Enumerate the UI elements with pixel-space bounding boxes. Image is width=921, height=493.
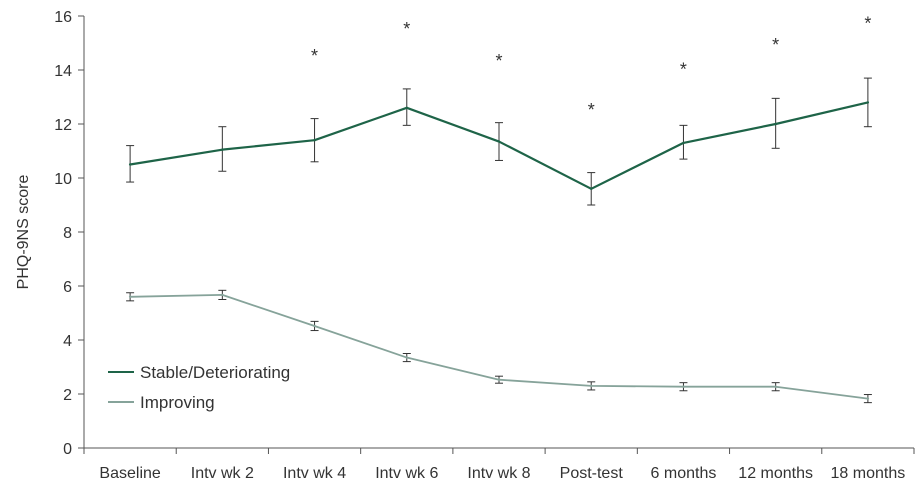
x-axis-ticks: Baseline Intv wk 2 Intv wk 4 Intv wk 6 Intv … (83, 448, 915, 482)
data-point (866, 397, 870, 400)
data-point (590, 384, 593, 388)
significance-asterisk: * (680, 59, 687, 79)
significance-asterisk: * (864, 13, 871, 33)
data-point (313, 324, 316, 328)
y-axis-title: PHQ-9NS score (15, 175, 32, 290)
y-tick-label: 12 (54, 117, 72, 134)
x-tick-label: 18 months (831, 465, 906, 482)
data-point (682, 385, 685, 388)
legend-label: Improving (140, 393, 215, 412)
y-axis-ticks: 0 2 4 6 8 10 12 14 16 (54, 9, 84, 458)
data-point (774, 122, 777, 126)
significance-asterisk: * (311, 46, 318, 66)
y-tick-label: 4 (63, 333, 72, 350)
data-point (313, 139, 316, 142)
legend-label: Stable/Deteriorating (140, 363, 290, 382)
data-point (497, 140, 501, 143)
data-point (497, 378, 501, 381)
data-point (774, 385, 777, 388)
legend-item: Stable/Deteriorating (108, 363, 290, 382)
x-tick-label: Intv wk 8 (467, 465, 530, 482)
x-tick-label: Intv wk 6 (375, 465, 438, 482)
x-tick-label: Intv wk 4 (283, 465, 346, 482)
data-point (128, 163, 132, 166)
y-tick-label: 8 (63, 225, 72, 242)
y-tick-label: 14 (54, 63, 72, 80)
x-tick-label: 6 months (651, 465, 717, 482)
y-tick-label: 0 (63, 441, 72, 458)
x-tick-label: Baseline (99, 465, 160, 482)
x-tick-label: Intv wk 2 (191, 465, 254, 482)
x-tick-label: Post-test (560, 465, 624, 482)
data-point (682, 141, 685, 145)
data-point (590, 187, 593, 190)
series-1 (126, 289, 872, 404)
y-tick-label: 16 (54, 9, 72, 26)
y-tick-label: 6 (63, 279, 72, 296)
data-point (405, 106, 408, 110)
x-tick-label: 12 months (738, 465, 813, 482)
significance-asterisk: * (588, 100, 595, 120)
significance-asterisk: * (495, 51, 502, 71)
data-point (405, 356, 408, 359)
y-tick-label: 10 (54, 171, 72, 188)
series-layer (126, 77, 872, 404)
significance-asterisk: * (403, 19, 410, 39)
significance-asterisk: * (772, 35, 779, 55)
legend: Stable/Deteriorating Improving (108, 363, 290, 412)
data-point (221, 148, 224, 151)
series-0 (126, 77, 872, 206)
legend-item: Improving (108, 393, 215, 412)
data-point (866, 101, 870, 104)
data-point (128, 295, 132, 298)
data-point (221, 293, 224, 297)
significance-markers: * * * * * * * (311, 13, 871, 119)
y-tick-label: 2 (63, 387, 72, 404)
